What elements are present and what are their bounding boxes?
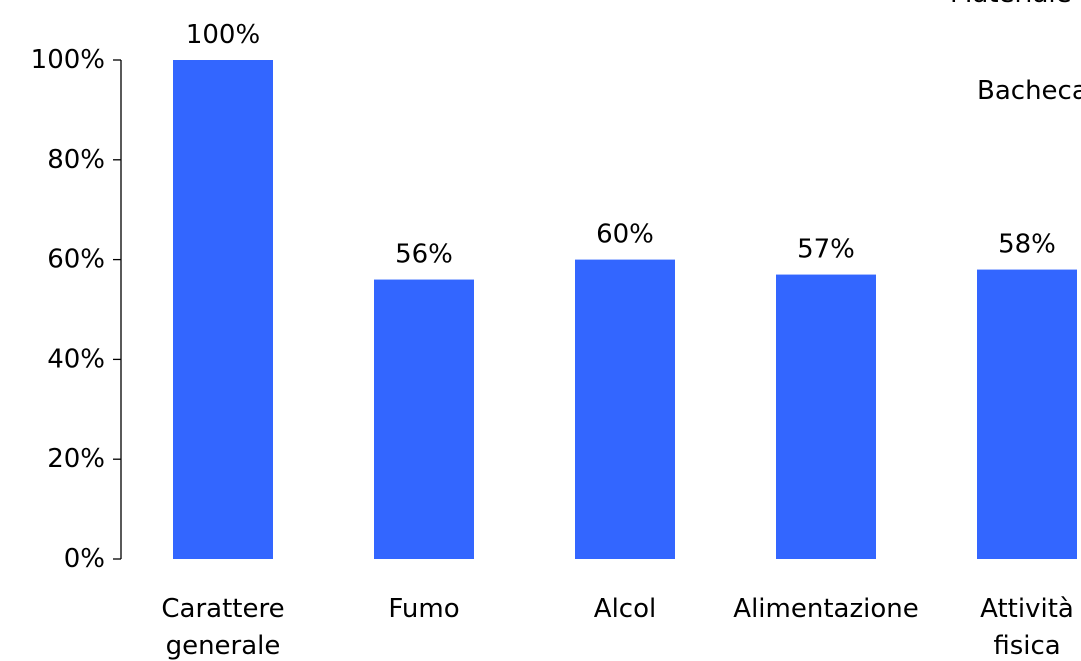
x-tick-label-line: generale: [166, 631, 281, 661]
data-labels: 100% 56% 60% 57% 58%: [186, 20, 1056, 270]
data-label-attivita-fisica: 58%: [998, 230, 1056, 260]
x-tick-label-line: Alcol: [594, 594, 656, 624]
y-tick-label: 80%: [47, 145, 105, 175]
x-tick-label-carattere-generale: Carattere generale: [161, 594, 284, 661]
bar-attivita-fisica: [977, 269, 1077, 559]
x-tick-label-line: fisica: [993, 631, 1060, 661]
bar-carattere-generale: [173, 60, 273, 559]
legend: Materiale Bacheca: [950, 0, 1081, 106]
legend-entry-materiale: Materiale: [950, 0, 1072, 9]
bar-alimentazione: [776, 274, 876, 559]
y-tick-label: 100%: [31, 45, 105, 75]
bar-fumo: [374, 279, 474, 559]
legend-entry-bacheca: Bacheca: [977, 76, 1081, 106]
data-label-fumo: 56%: [395, 240, 453, 270]
y-tick-label: 20%: [47, 444, 105, 474]
bars: [173, 60, 1077, 559]
y-tick-label: 40%: [47, 344, 105, 374]
y-tick-label: 60%: [47, 245, 105, 275]
x-tick-label-line: Carattere: [161, 594, 284, 624]
x-tick-label-attivita-fisica: Attività fisica: [980, 594, 1074, 661]
x-tick-label-line: Fumo: [388, 594, 459, 624]
x-tick-label-fumo: Fumo: [388, 594, 459, 624]
data-label-alcol: 60%: [596, 220, 654, 250]
x-tick-label-line: Alimentazione: [733, 594, 918, 624]
x-tick-label-line: Attività: [980, 594, 1074, 624]
y-tick-label: 0%: [64, 544, 105, 574]
x-tick-label-alcol: Alcol: [594, 594, 656, 624]
data-label-alimentazione: 57%: [797, 235, 855, 265]
y-axis: 0% 20% 40% 60% 80% 100%: [31, 45, 122, 574]
x-tick-label-alimentazione: Alimentazione: [733, 594, 918, 624]
data-label-carattere-generale: 100%: [186, 20, 260, 50]
bar-alcol: [575, 259, 675, 559]
x-axis-labels: Carattere generale Fumo Alcol Alimentazione A…: [161, 594, 1073, 661]
